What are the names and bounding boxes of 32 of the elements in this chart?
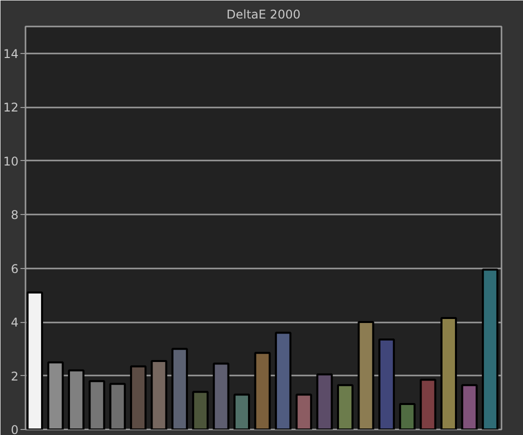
y-tick-label: 14 (3, 46, 19, 61)
bar (26, 291, 44, 430)
bar (150, 360, 168, 430)
bar (47, 361, 64, 430)
y-tick-label: 2 (10, 369, 19, 384)
y-tick-label: 6 (10, 262, 19, 276)
bar (171, 348, 188, 430)
bar (296, 394, 312, 430)
bar (399, 402, 416, 430)
bar (192, 390, 209, 430)
bar (212, 362, 230, 430)
bar (234, 394, 250, 430)
y-tick-label: 10 (3, 154, 19, 168)
bar (274, 332, 292, 430)
bar (358, 321, 374, 430)
bar (254, 352, 271, 430)
bar (316, 373, 333, 430)
bar (68, 369, 84, 430)
bar (461, 384, 478, 430)
y-tick-label: 0 (10, 423, 19, 435)
bar (378, 338, 395, 430)
y-tick-label: 4 (10, 316, 19, 330)
bar (440, 317, 457, 430)
bar (482, 268, 498, 430)
bar (337, 384, 354, 430)
bar (130, 365, 147, 430)
bar (109, 382, 126, 430)
bar (88, 380, 106, 430)
y-tick-label: 12 (3, 100, 19, 115)
chart-title: DeltaE 2000 (226, 8, 300, 22)
y-tick-label: 8 (10, 208, 19, 222)
bar (420, 378, 436, 430)
